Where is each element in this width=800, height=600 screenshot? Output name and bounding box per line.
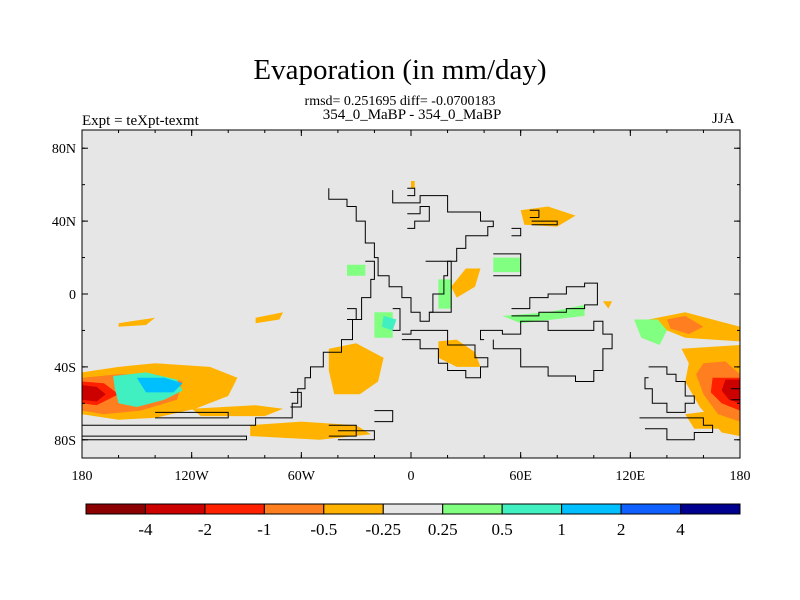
colorbar-box (680, 503, 741, 515)
x-tick-label: 120W (175, 469, 210, 484)
coastline-19 (730, 388, 740, 401)
colorbar-box (85, 503, 146, 515)
colorbar-label: -0.25 (366, 520, 401, 539)
contour-region-16 (347, 264, 366, 276)
rmsd-stats: rmsd= 0.251695 diff= -0.0700183 (304, 94, 496, 109)
coastline-13 (511, 227, 522, 237)
colorbar-label: 2 (617, 520, 626, 539)
contour-region-7 (250, 421, 371, 440)
coastline-9 (407, 206, 430, 229)
coastline-1 (82, 260, 375, 426)
contour-region-11 (438, 339, 481, 367)
contour-region-18 (502, 304, 585, 324)
y-tick-label: 80S (54, 434, 76, 449)
contour-fills (82, 181, 740, 440)
colorbar: -4 -2 -1 -0.5 -0.25 0.25 0.5 1 2 4 (85, 503, 741, 539)
colorbar-label: -2 (198, 520, 212, 539)
colorbar-box (501, 503, 563, 515)
coastline-15 (511, 282, 598, 317)
colorbar-box (204, 503, 265, 515)
contour-region-12 (451, 268, 481, 298)
x-tick-label: 0 (408, 469, 415, 484)
coastline-8 (392, 308, 401, 331)
y-tick-label: 40N (52, 215, 76, 230)
coastline-22 (531, 220, 558, 226)
contour-region-5 (82, 385, 106, 402)
contour-region-24 (634, 319, 667, 345)
contour-region-29 (685, 410, 719, 429)
x-tick-label: 180 (730, 469, 751, 484)
contour-region-10 (118, 317, 156, 327)
colorbar-box (382, 503, 444, 515)
experiment-subtitle: 354_0_MaBP - 354_0_MaBP (322, 107, 502, 123)
contour-region-4 (136, 377, 183, 393)
coastline-7 (347, 308, 357, 320)
contour-region-17 (493, 257, 521, 273)
y-tick-label: 0 (69, 288, 76, 303)
colorbar-box (263, 503, 325, 515)
colorbar-label: -1 (257, 520, 271, 539)
season-label: JJA (712, 111, 735, 127)
contour-region-15 (381, 315, 397, 331)
contour-region-9 (255, 312, 284, 324)
coastline-2 (82, 435, 247, 441)
colorbar-label: 0.5 (492, 520, 513, 539)
axis-ticks: 180 120W 60W 0 60E 120E 180 80S 40S 0 40N 80N (52, 130, 751, 484)
coastline-3 (290, 391, 302, 408)
contour-region-19 (602, 301, 613, 309)
x-tick-label: 60E (509, 469, 532, 484)
coastlines (82, 187, 740, 441)
colorbar-box (620, 503, 682, 515)
colorbar-box (144, 503, 206, 515)
coastline-16 (480, 320, 613, 382)
colorbar-label: 0.25 (428, 520, 458, 539)
x-tick-label: 180 (72, 469, 93, 484)
contour-region-28 (721, 379, 740, 404)
colorbar-box (561, 503, 622, 515)
coastline-17 (401, 329, 489, 379)
x-tick-label: 120E (616, 469, 646, 484)
y-tick-label: 40S (54, 361, 76, 376)
colorbar-label: 1 (557, 520, 566, 539)
contour-region-21 (411, 181, 415, 189)
colorbar-label: -0.5 (310, 520, 337, 539)
colorbar-box (442, 503, 503, 515)
coastline-11 (425, 260, 452, 313)
coastline-14 (529, 209, 540, 218)
contour-region-13 (438, 279, 452, 309)
coastline-6 (337, 430, 375, 441)
experiment-label: Expt = teXpt-texmt (82, 113, 199, 129)
coastline-18 (644, 366, 695, 413)
coastline-20 (639, 417, 714, 441)
contour-region-8 (328, 343, 384, 395)
y-tick-label: 80N (52, 142, 76, 157)
colorbar-box (323, 503, 384, 515)
coastline-4 (374, 410, 394, 423)
colorbar-label: -4 (138, 520, 153, 539)
coastline-12 (493, 253, 522, 277)
colorbar-label: 4 (676, 520, 685, 539)
coastline-10 (407, 187, 416, 197)
chart-title: Evaporation (in mm/day) (253, 54, 547, 86)
x-tick-label: 60W (288, 469, 316, 484)
contour-region-23 (666, 315, 704, 335)
contour-region-6 (191, 405, 284, 417)
coastline-21 (155, 411, 229, 419)
